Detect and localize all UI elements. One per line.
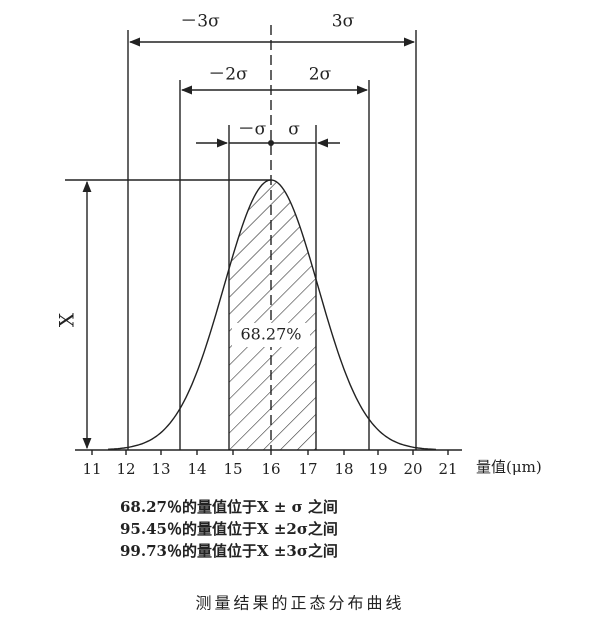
- sigma-label: －2σ: [208, 65, 248, 85]
- labels: －3σ 3σ －2σ 2σ －σ σ X 68.27% 量值(μm) 68.27…: [55, 12, 542, 613]
- note: 68.27％的量值位于X ± σ 之间: [120, 498, 338, 516]
- mean-dot: [268, 140, 274, 146]
- sigma-label: 3σ: [332, 12, 355, 32]
- normal-curve: [107, 179, 437, 451]
- axis-tick-label: 14: [187, 460, 206, 478]
- axis-tick-label: 13: [151, 460, 170, 478]
- note: 95.45％的量值位于X ±2σ之间: [120, 520, 338, 538]
- region-label: 68.27%: [240, 325, 301, 344]
- axis-label: 量值(μm): [476, 458, 542, 476]
- caption: 测量结果的正态分布曲线: [195, 594, 404, 613]
- sigma-label: －σ: [238, 120, 267, 140]
- axis-tick-label: 20: [403, 460, 422, 478]
- axis-tick-label: 21: [438, 460, 457, 478]
- axis-tick-label: 16: [261, 460, 280, 478]
- sigma-label: 2σ: [309, 65, 332, 85]
- label-bg: [232, 323, 310, 347]
- axis-tick-label: 18: [334, 460, 353, 478]
- layout: [65, 25, 462, 451]
- axis-tick-label: 12: [116, 460, 135, 478]
- sigma-label: σ: [288, 120, 300, 140]
- height-label: X: [55, 312, 79, 327]
- sigma-label: －3σ: [180, 12, 220, 32]
- axis-tick-label: 11: [82, 460, 101, 478]
- note: 99.73％的量值位于X ±3σ之间: [120, 542, 338, 560]
- hatched-region: [229, 180, 316, 450]
- axis-tick-label: 19: [368, 460, 387, 478]
- axis-tick-label: 15: [223, 460, 242, 478]
- axis-tick-label: 17: [298, 460, 317, 478]
